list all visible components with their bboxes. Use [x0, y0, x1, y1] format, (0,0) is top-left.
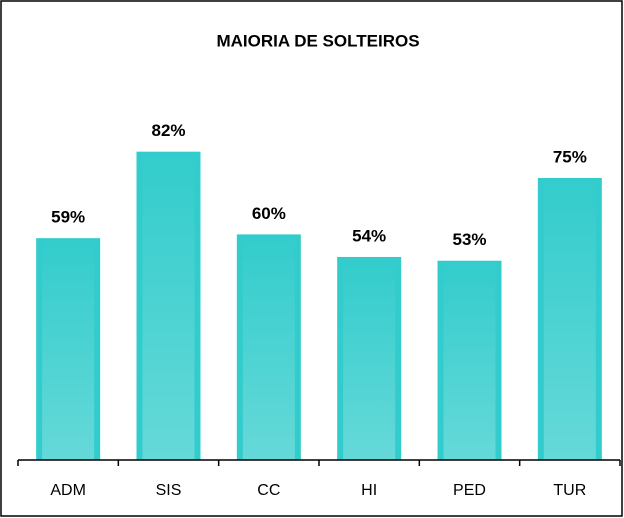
x-tick-label: CC	[257, 482, 280, 499]
x-tick-label: TUR	[553, 482, 586, 499]
x-tick-label: PED	[453, 482, 486, 499]
bar-sheen	[543, 178, 596, 460]
value-label: 60%	[252, 204, 286, 223]
value-label: 82%	[151, 121, 185, 140]
x-tick-label: HI	[361, 482, 377, 499]
bar-sheen	[443, 260, 496, 460]
x-tick-label: ADM	[50, 482, 86, 499]
chart-title: MAIORIA DE SOLTEIROS	[216, 31, 419, 50]
value-label: 59%	[51, 208, 85, 227]
x-tick-label: SIS	[156, 482, 182, 499]
value-label: 75%	[553, 147, 587, 166]
bar-sheen	[343, 256, 396, 460]
bar-sheen	[242, 234, 295, 460]
value-label: 54%	[352, 226, 386, 245]
bar-sheen	[142, 151, 195, 460]
bar-sheen	[42, 238, 95, 460]
value-label: 53%	[452, 230, 486, 249]
